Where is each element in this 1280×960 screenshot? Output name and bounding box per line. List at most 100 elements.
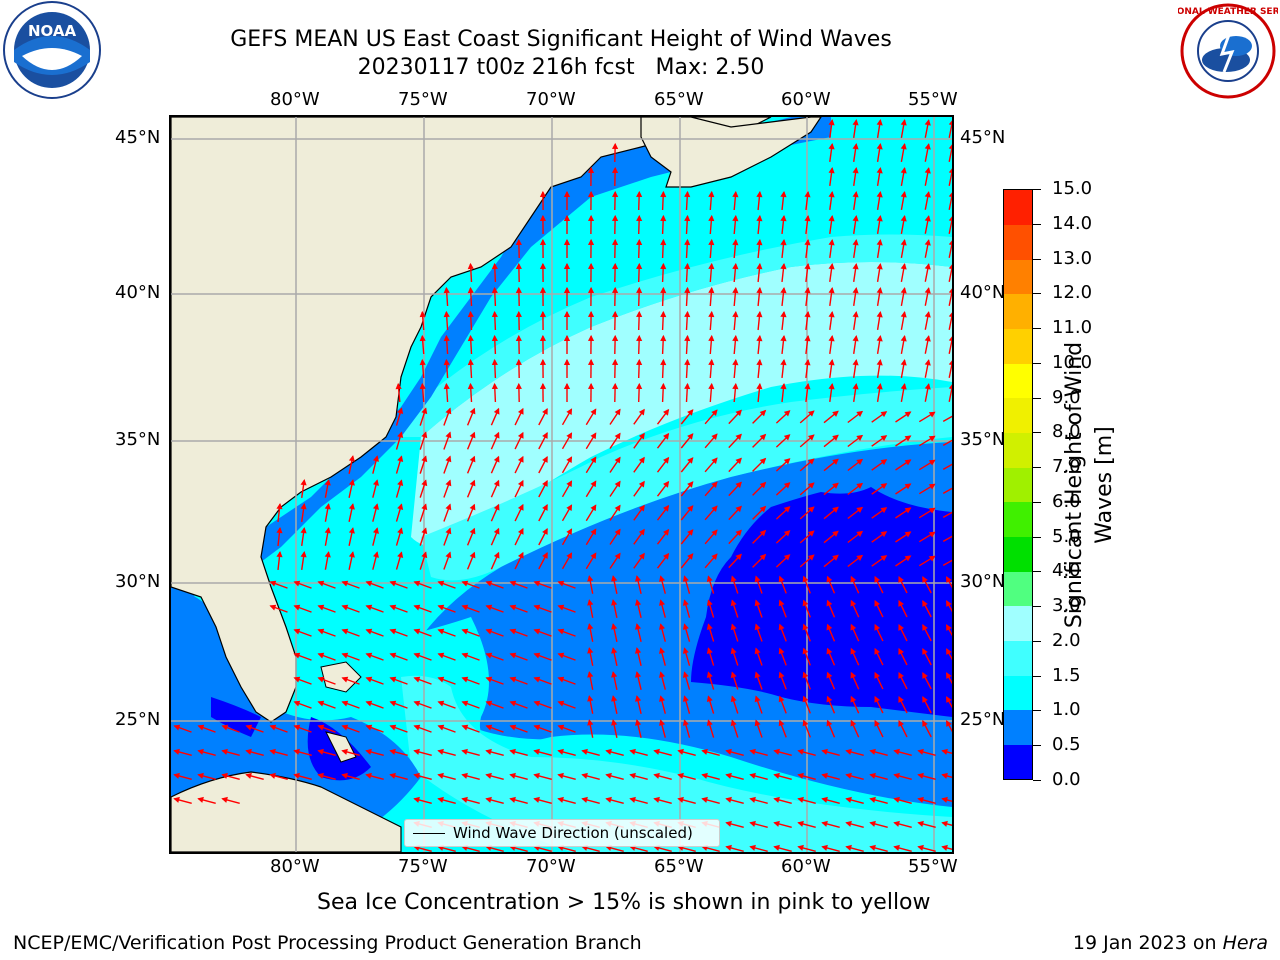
wind-wave-arrow-head	[437, 700, 445, 707]
wind-wave-arrow-head	[928, 483, 936, 490]
wind-wave-arrow-head	[509, 604, 517, 611]
wind-wave-arrow-head	[684, 286, 691, 294]
wind-wave-arrow-head	[687, 433, 694, 440]
footer-left: NCEP/EMC/Verification Post Processing Pr…	[13, 932, 642, 954]
wind-wave-arrow-head	[491, 358, 498, 366]
wind-wave-arrow-head	[900, 263, 907, 270]
wind-wave-arrow-head	[587, 238, 595, 246]
wind-wave-arrow-head	[365, 604, 373, 611]
wind-wave-arrow-head	[635, 695, 642, 702]
wind-wave-arrow-head	[876, 287, 883, 294]
wind-wave-arrow-head	[807, 554, 815, 561]
wind-wave-arrow-head	[828, 215, 835, 222]
wind-wave-arrow-head	[587, 166, 595, 174]
wind-wave-arrow-head	[221, 748, 228, 755]
wind-wave-arrow-head	[904, 483, 912, 490]
wind-wave-arrow-head	[365, 580, 373, 587]
lat-label-left-45n: 45°N	[115, 127, 161, 148]
wind-wave-arrow-head	[638, 528, 645, 536]
wind-wave-arrow-head	[421, 503, 428, 511]
wind-wave-arrow-head	[581, 748, 588, 755]
wind-wave-arrow-head	[509, 724, 517, 731]
wind-wave-arrow-head	[587, 695, 594, 702]
lat-label-left-40n: 40°N	[115, 282, 161, 303]
wind-wave-arrow-head	[590, 552, 597, 560]
wind-wave-arrow-head	[542, 528, 548, 535]
wind-wave-arrow-head	[485, 700, 493, 707]
wind-wave-arrow-head	[900, 335, 907, 342]
wind-wave-arrow-head	[874, 599, 881, 607]
wind-wave-arrow-head	[893, 844, 900, 851]
wind-wave-arrow	[948, 360, 952, 378]
wind-wave-arrow-head	[732, 382, 739, 390]
wind-wave-arrow-head	[904, 411, 912, 418]
wind-wave-arrow-head	[876, 191, 883, 198]
wind-wave-arrow-head	[917, 772, 924, 779]
wind-wave-arrow-head	[900, 167, 907, 174]
wind-wave-arrow-head	[611, 695, 618, 702]
wind-wave-arrow-head	[850, 575, 857, 583]
wind-wave-arrow-head	[395, 382, 402, 390]
wind-wave-arrow-head	[924, 143, 931, 150]
wind-wave-arrow-head	[557, 604, 565, 611]
wind-wave-arrow-head	[365, 724, 373, 731]
wind-wave-arrow-head	[493, 407, 500, 415]
wind-wave-arrow-head	[276, 551, 283, 558]
wind-wave-arrow-head	[756, 190, 763, 198]
wind-wave-arrow-head	[445, 455, 452, 463]
wind-wave-arrow-head	[780, 191, 787, 198]
wave-band-2-3m	[411, 262, 952, 547]
wind-wave-arrow-head	[856, 506, 864, 514]
wind-wave-arrow-head	[856, 554, 864, 562]
wind-wave-arrow-head	[533, 652, 541, 659]
wind-wave-arrow-head	[605, 772, 612, 779]
wind-wave-arrow-head	[563, 358, 571, 365]
sea-ice-note: Sea Ice Concentration > 15% is shown in …	[317, 890, 931, 915]
wind-wave-arrow-head	[684, 238, 691, 246]
wind-wave-arrow-head	[493, 551, 500, 559]
legend-line-icon	[413, 833, 445, 834]
wind-wave-arrow-head	[341, 724, 349, 731]
wind-wave-arrow-head	[276, 503, 283, 510]
wind-wave-arrow-head	[893, 820, 900, 827]
wind-wave-arrow-head	[324, 551, 331, 558]
wind-wave-arrow-head	[413, 580, 421, 587]
wind-wave-arrow-head	[515, 262, 522, 270]
wind-wave-arrow-head	[443, 358, 450, 366]
wind-wave-arrow-head	[517, 503, 524, 511]
wind-wave-arrow-head	[941, 748, 948, 755]
wind-wave-arrow-head	[341, 580, 349, 587]
wind-wave-arrow-head	[924, 167, 931, 174]
wind-wave-arrow-head	[397, 407, 404, 415]
lon-label-top-75w: 75°W	[398, 89, 448, 110]
wind-wave-arrow-head	[517, 431, 524, 439]
wind-wave-arrow-head	[587, 647, 594, 654]
wind-wave-arrow-head	[317, 604, 325, 611]
wind-wave-arrow-head	[924, 287, 931, 294]
wind-wave-arrow-head	[898, 600, 904, 607]
colorbar-tick-mark	[1033, 223, 1041, 225]
wind-wave-arrow-head	[341, 628, 349, 635]
wind-wave-arrow-head	[245, 724, 253, 731]
wind-wave-arrow-head	[922, 696, 928, 703]
wind-wave-arrow-head	[221, 796, 228, 803]
colorbar-tick-label: 3.0	[1052, 595, 1081, 617]
wind-wave-arrow-head	[687, 553, 694, 560]
wind-wave-arrow-head	[832, 458, 839, 465]
noaa-logo: NOAA	[0, 0, 104, 100]
wind-wave-arrow-head	[317, 700, 325, 707]
wind-wave-arrow-head	[780, 359, 787, 366]
lat-label-right-30n: 30°N	[960, 571, 1006, 592]
wind-wave-arrow-head	[735, 457, 742, 465]
wind-wave-arrow-head	[850, 695, 857, 703]
wind-wave-arrow-head	[611, 599, 618, 606]
wind-wave-arrow-head	[517, 455, 524, 463]
wind-wave-arrow-head	[826, 671, 833, 679]
wind-wave-arrow-head	[850, 623, 857, 631]
wind-wave-arrow-head	[874, 671, 881, 679]
wind-wave-arrow-head	[611, 310, 619, 318]
wind-wave-arrow-head	[419, 382, 426, 390]
wind-wave-arrow-head	[515, 382, 522, 390]
wind-wave-arrow-head	[922, 672, 928, 679]
wind-wave-arrow-head	[730, 575, 737, 583]
